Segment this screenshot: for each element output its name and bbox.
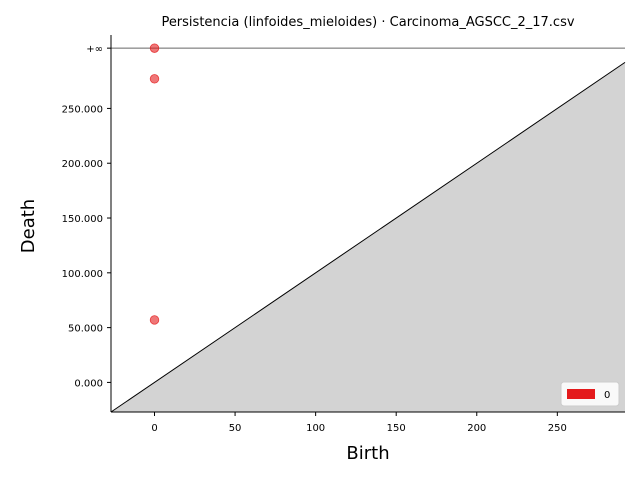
y-tick-label: 0.000 <box>74 378 103 389</box>
legend-swatch <box>567 389 595 399</box>
legend-label: 0 <box>604 390 610 401</box>
legend: 0 <box>560 381 620 407</box>
data-point <box>149 74 160 84</box>
y-tick-label: 50.000 <box>68 324 103 335</box>
y-tick-label: 200.000 <box>62 159 103 170</box>
chart-title: Persistencia (linfoides_mieloides) · Car… <box>161 15 574 30</box>
y-axis: 0.000 50.000 100.000 150.000 200.000 250.000 +… <box>62 44 111 389</box>
diagonal-line <box>110 61 626 413</box>
x-tick-label: 200 <box>467 423 486 434</box>
plot-area <box>110 35 626 413</box>
y-tick-label: 250.000 <box>62 104 103 115</box>
data-point <box>149 315 160 325</box>
y-tick-label: 100.000 <box>62 269 103 280</box>
x-tick-label: 250 <box>548 423 567 434</box>
x-axis-label: Birth <box>346 443 389 464</box>
x-tick-label: 150 <box>387 423 406 434</box>
y-axis-label: Death <box>18 199 39 253</box>
y-tick-label-infinity: +∞ <box>86 44 103 55</box>
y-tick-label: 150.000 <box>62 214 103 225</box>
x-tick-label: 0 <box>151 423 157 434</box>
x-axis: 0 50 100 150 200 250 <box>151 412 567 434</box>
infinite-point <box>149 43 160 53</box>
x-tick-label: 100 <box>306 423 325 434</box>
x-tick-label: 50 <box>229 423 242 434</box>
